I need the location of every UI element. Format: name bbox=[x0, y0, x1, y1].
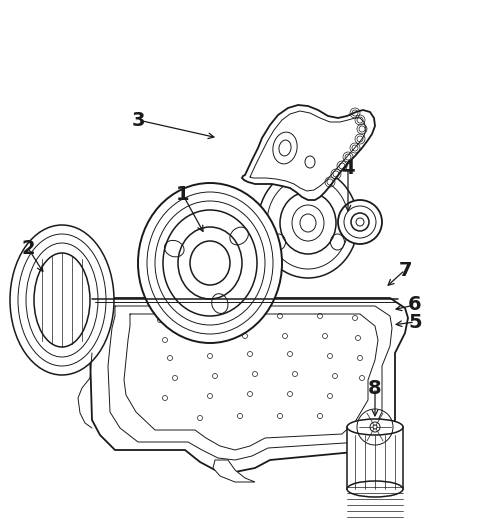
Polygon shape bbox=[242, 105, 375, 200]
Ellipse shape bbox=[10, 225, 114, 375]
Circle shape bbox=[356, 218, 364, 226]
Polygon shape bbox=[213, 460, 255, 482]
Polygon shape bbox=[90, 298, 408, 472]
Circle shape bbox=[351, 213, 369, 231]
Text: 1: 1 bbox=[176, 185, 190, 204]
Ellipse shape bbox=[347, 419, 403, 435]
Circle shape bbox=[344, 206, 376, 238]
Text: 7: 7 bbox=[398, 260, 412, 279]
Ellipse shape bbox=[347, 481, 403, 497]
Text: 6: 6 bbox=[408, 296, 422, 314]
Circle shape bbox=[373, 425, 377, 429]
Bar bbox=[347, 427, 403, 489]
Text: 4: 4 bbox=[341, 158, 355, 178]
Ellipse shape bbox=[258, 168, 358, 278]
Circle shape bbox=[338, 200, 382, 244]
Text: 3: 3 bbox=[131, 111, 145, 129]
Text: 5: 5 bbox=[408, 312, 422, 332]
Text: 2: 2 bbox=[21, 238, 35, 257]
Text: 8: 8 bbox=[368, 378, 382, 398]
Ellipse shape bbox=[138, 183, 282, 343]
